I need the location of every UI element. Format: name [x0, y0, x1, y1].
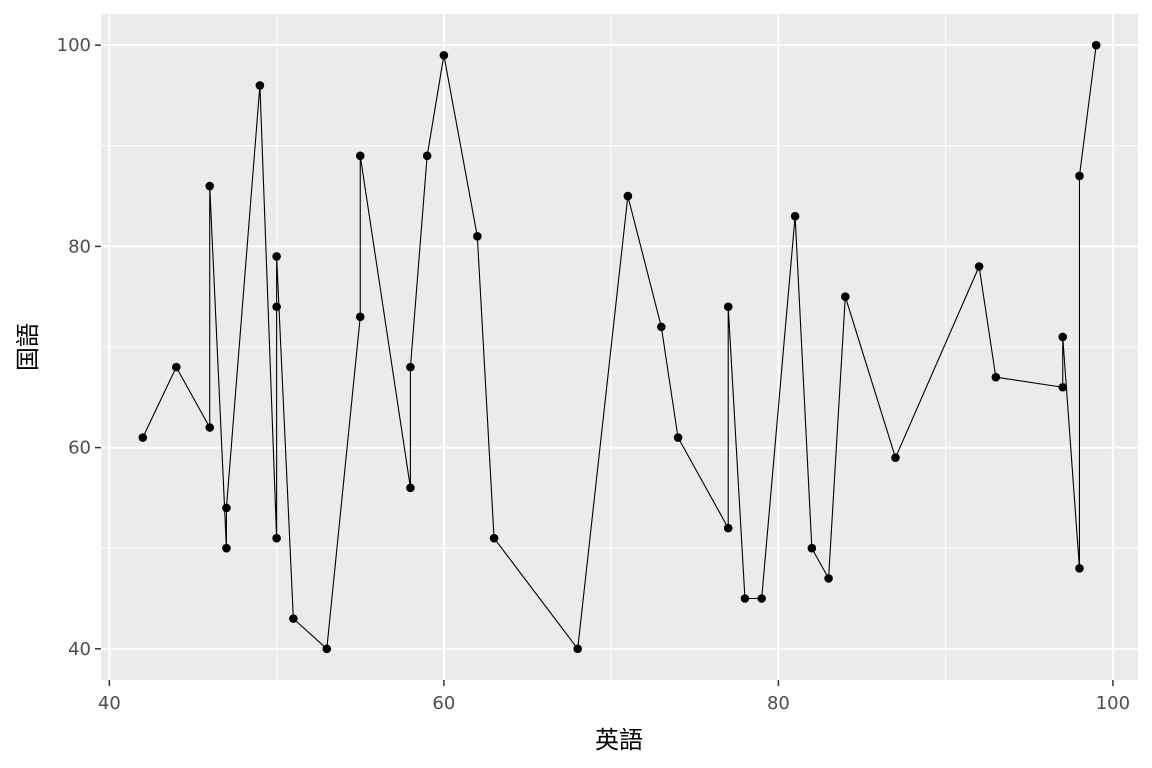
data-point — [807, 543, 817, 553]
data-point — [723, 523, 733, 533]
data-point — [406, 362, 415, 372]
x-tick-label: 40 — [98, 693, 121, 714]
data-point — [289, 614, 298, 623]
y-tick-label: 100 — [57, 35, 91, 56]
data-point — [272, 533, 281, 543]
data-point — [740, 594, 750, 603]
data-point — [355, 151, 365, 161]
data-point — [1075, 564, 1084, 573]
data-point — [824, 574, 833, 583]
data-point — [205, 423, 215, 432]
data-point — [1058, 382, 1068, 392]
data-point — [1091, 40, 1101, 50]
y-tick-label: 80 — [68, 236, 91, 257]
data-layer — [138, 40, 1101, 654]
data-point — [171, 362, 181, 372]
data-point — [991, 372, 1001, 382]
data-point — [422, 151, 432, 161]
y-tick-label: 60 — [68, 438, 91, 459]
data-point — [840, 292, 850, 301]
data-point — [322, 644, 332, 654]
data-point — [623, 191, 633, 201]
grid-major — [101, 14, 1138, 680]
data-point — [406, 483, 415, 493]
data-point — [657, 322, 666, 332]
x-tick-label: 60 — [432, 693, 455, 714]
series-line — [142, 45, 1097, 650]
data-point — [790, 211, 800, 221]
data-point — [222, 543, 231, 553]
y-tick-label: 40 — [68, 639, 91, 660]
x-axis-title: 英語 — [595, 726, 643, 754]
tick-labels: 40 60 80 100 40 60 80 100 — [57, 35, 1130, 714]
data-point — [489, 533, 499, 543]
data-point — [573, 644, 582, 654]
data-point — [673, 433, 683, 442]
data-point — [138, 433, 148, 442]
data-point — [974, 262, 984, 271]
data-point — [1058, 332, 1068, 342]
data-point — [891, 453, 900, 462]
data-point — [272, 302, 281, 312]
data-point — [272, 252, 281, 261]
data-point — [473, 232, 482, 241]
data-point — [255, 81, 265, 90]
data-point — [757, 594, 766, 603]
data-point — [723, 302, 733, 312]
x-tick-label: 100 — [1096, 693, 1130, 714]
data-point — [222, 503, 231, 513]
y-axis-title: 国語 — [14, 323, 42, 371]
data-point — [1075, 171, 1084, 181]
data-point — [355, 312, 365, 322]
data-point — [205, 181, 215, 191]
x-tick-label: 80 — [767, 693, 790, 714]
axis-ticks — [95, 44, 1114, 686]
data-point — [439, 50, 449, 60]
